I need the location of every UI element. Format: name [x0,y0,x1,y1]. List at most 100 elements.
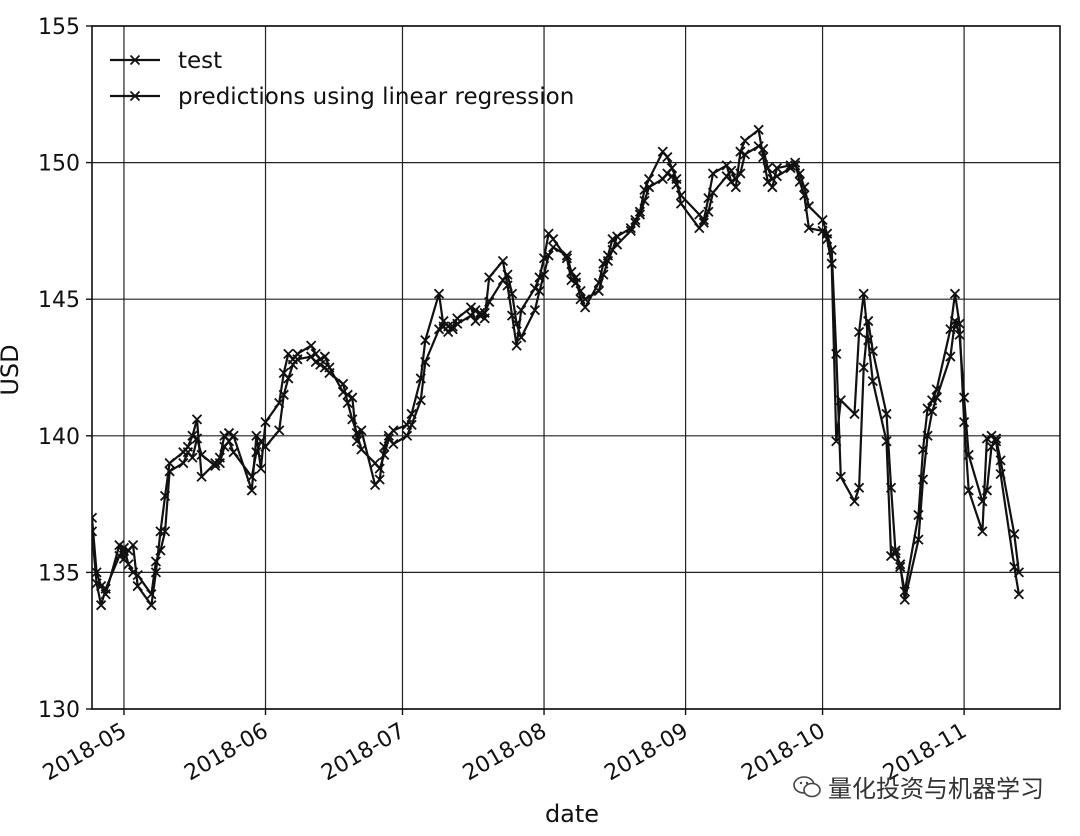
data-point-marker [129,90,141,102]
y-tick-label: 155 [38,15,80,40]
data-point-marker [958,392,970,403]
data-point-marker [155,545,166,556]
data-point-marker [548,242,559,253]
data-point-marker [835,471,846,482]
data-point-marker [196,449,207,461]
data-point-marker [758,143,769,155]
legend: test predictions using linear regression [110,48,574,110]
data-point-marker [849,408,860,420]
data-point-marker [497,255,509,267]
data-point-marker [817,214,828,226]
legend-label: test [178,48,222,74]
data-point-marker [785,162,796,174]
data-point-marker [246,471,257,482]
data-point-marker [803,201,815,212]
x-tick-label: 2018-07 [317,719,409,787]
data-point-marker [639,195,650,206]
x-axis-label: date [545,800,599,828]
data-point-marker [191,414,203,425]
x-tick-label: 2018-06 [180,719,272,787]
data-point-marker [283,373,294,384]
data-point-marker [452,318,463,329]
data-point-marker [566,266,577,278]
watermark-text: 量化投资与机器学习 [828,775,1044,803]
data-point-marker [917,474,929,485]
data-point-marker [223,427,235,439]
data-point-marker [634,209,646,220]
data-point-marker [187,452,198,463]
data-point-marker [913,534,924,545]
data-point-marker [977,526,988,537]
plot-area [92,26,1060,709]
data-point-marker [474,310,486,321]
data-point-marker [159,526,171,537]
data-point-marker [707,168,719,179]
data-point-marker [516,332,527,343]
y-tick-label: 145 [38,288,80,313]
data-point-marker [885,482,897,493]
data-point-marker [1013,589,1025,600]
data-point-marker [625,225,636,237]
data-point-marker [671,179,682,190]
data-point-marker [146,589,157,600]
data-point-marker [726,165,737,176]
data-point-marker [511,318,522,329]
data-point-marker [611,231,623,242]
data-point-marker [543,250,554,261]
data-point-marker [698,217,709,228]
legend-item: test [110,48,222,74]
data-point-marker [739,135,751,146]
data-point-marker [310,356,321,368]
data-point-marker [484,272,495,283]
legend-label: predictions using linear regression [178,84,574,110]
series-1 [92,141,1025,611]
data-point-marker [187,430,198,441]
data-point-marker [511,340,522,351]
data-point-marker [794,168,805,179]
data-point-marker [196,471,207,482]
data-point-marker [150,556,162,567]
data-point-marker [420,356,431,368]
data-point-marker [666,171,678,182]
data-point-marker [223,436,235,447]
data-point-marker [881,408,892,420]
data-point-marker [433,324,445,335]
data-point-marker [771,162,783,174]
data-point-marker [990,433,1002,444]
data-point-marker [214,457,225,469]
data-point-marker [100,583,111,594]
data-point-marker [502,269,513,280]
data-point-marker [753,141,764,152]
data-point-marker [92,578,102,589]
data-point-marker [415,395,426,406]
data-point-marker [694,209,705,220]
data-point-marker [785,160,796,171]
data-point-marker [351,427,362,439]
data-point-marker [625,223,636,234]
data-point-marker [406,419,417,431]
data-point-marker [228,447,239,458]
data-point-marker [675,198,687,209]
data-point-marker [858,362,869,373]
data-point-marker [986,441,997,452]
data-point-marker [771,171,783,182]
data-point-marker [516,304,527,316]
data-point-marker [927,406,938,417]
data-point-marker [954,329,965,340]
data-point-marker [356,425,367,436]
data-point-marker [739,149,751,160]
data-point-marker [356,444,367,455]
data-point-marker [977,496,988,507]
legend-item: predictions using linear regression [110,84,574,110]
data-point-marker [191,433,203,444]
data-point-marker [127,539,139,551]
plot-frame [91,25,1061,710]
y-tick-labels: 130 135 140 145 150 155 [38,15,92,723]
data-point-marker [388,425,399,436]
data-point-marker [274,425,285,436]
data-point-marker [164,457,175,469]
data-point-marker [433,288,445,299]
y-tick-label: 135 [38,561,80,586]
data-point-marker [895,559,906,570]
data-point-marker [922,403,933,414]
